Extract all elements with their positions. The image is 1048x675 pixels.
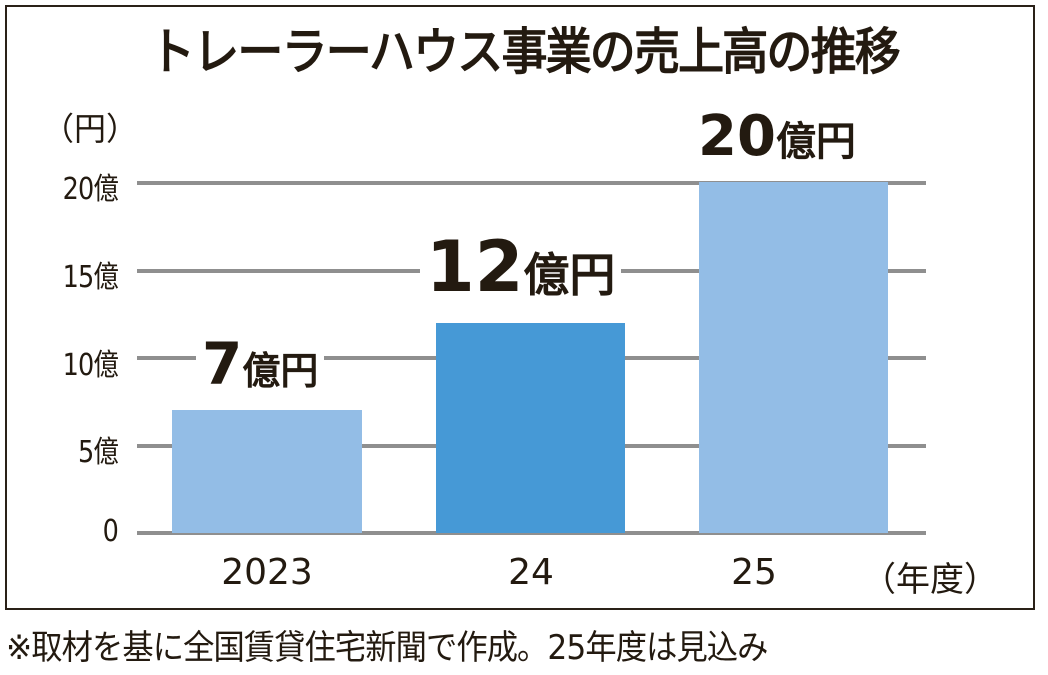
value-label-2025: 20億円 — [692, 104, 862, 169]
value-label-2023: 7億円 — [196, 330, 325, 398]
value-label-2024: 12億円 — [420, 226, 622, 308]
source-note: ※取材を基に全国賃貸住宅新聞で作成。25年度は見込み — [6, 628, 768, 668]
y-tick-10: 10億 — [62, 348, 119, 383]
value-unit: 億円 — [242, 349, 319, 393]
gridline-20 — [137, 181, 926, 185]
y-axis-unit: （円） — [42, 110, 139, 148]
value-unit: 億円 — [775, 119, 856, 165]
y-tick-5: 5億 — [77, 435, 119, 470]
x-tick-25: 25 — [731, 552, 777, 593]
value-number: 7 — [202, 330, 243, 398]
y-tick-0: 0 — [102, 514, 119, 549]
chart-title: トレーラーハウス事業の売上高の推移 — [149, 23, 901, 81]
bar-2023 — [172, 410, 362, 533]
x-axis-unit: （年度） — [862, 560, 998, 600]
x-tick-24: 24 — [508, 552, 554, 593]
x-tick-2023: 2023 — [221, 552, 313, 593]
value-number: 20 — [698, 104, 776, 169]
y-tick-20: 20億 — [62, 172, 119, 207]
bar-2025 — [699, 182, 888, 533]
value-number: 12 — [426, 226, 524, 308]
value-unit: 億円 — [523, 248, 616, 302]
bar-2024 — [436, 323, 625, 533]
y-tick-15: 15億 — [62, 260, 119, 295]
gridline-0 — [137, 531, 926, 535]
